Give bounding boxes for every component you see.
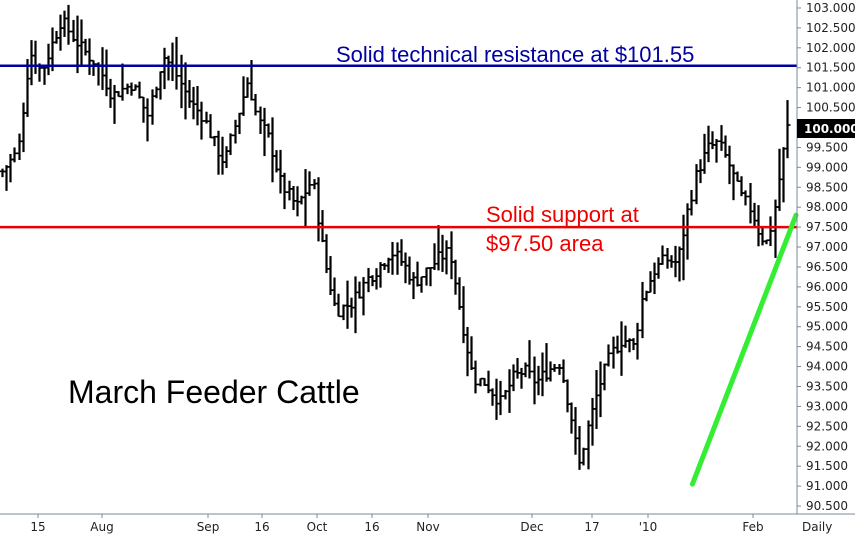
x-tick-label: Feb [742, 520, 763, 534]
y-tick-label: 97.500 [806, 220, 848, 234]
y-tick-label: 103.000 [806, 1, 855, 15]
x-tick-label: Sep [197, 520, 220, 534]
y-axis: 90.500 91.000 91.500 92.000 92.500 93.000 93.5… [797, 1, 855, 513]
x-tick-label: Nov [416, 520, 439, 534]
y-tick-label: 102.500 [806, 21, 855, 35]
y-tick-label: 93.000 [806, 399, 848, 413]
support-annotation-line1: Solid support at [486, 202, 639, 227]
y-tick-label: 92.500 [806, 419, 848, 433]
y-tick-label: 101.500 [806, 61, 855, 75]
x-tick-label: 15 [30, 520, 45, 534]
y-tick-label: 90.500 [806, 499, 848, 513]
y-tick-label: 91.500 [806, 459, 848, 473]
y-tick-label: 97.000 [806, 240, 848, 254]
y-tick-label: 99.500 [806, 140, 848, 154]
y-tick-label: 92.000 [806, 439, 848, 453]
y-tick-label: 98.500 [806, 180, 848, 194]
y-tick-label: 98.000 [806, 200, 848, 214]
y-tick-label: 99.000 [806, 160, 848, 174]
x-tick-label: '10 [639, 520, 658, 534]
x-tick-label: Dec [520, 520, 543, 534]
x-axis: 15 Aug Sep 16 Oct 16 Nov Dec 17 '10 Feb [30, 514, 764, 534]
x-tick-label: Aug [90, 520, 113, 534]
last-price-label: 100.000 [804, 122, 855, 136]
y-tick-label: 102.000 [806, 41, 855, 55]
ohlc-bar [784, 100, 791, 159]
y-tick-label: 95.000 [806, 320, 848, 334]
y-tick-label: 91.000 [806, 479, 848, 493]
x-tick-label: 16 [364, 520, 379, 534]
y-tick-label: 96.500 [806, 260, 848, 274]
y-tick-label: 100.500 [806, 101, 855, 115]
resistance-annotation: Solid technical resistance at $101.55 [336, 42, 694, 67]
y-tick-label: 101.000 [806, 81, 855, 95]
y-tick-label: 94.000 [806, 360, 848, 374]
x-tick-label: 17 [584, 520, 599, 534]
y-tick-label: 94.500 [806, 340, 848, 354]
uptrend-line [689, 212, 799, 487]
last-price-marker [797, 119, 855, 138]
y-tick-label: 96.000 [806, 280, 848, 294]
price-bars [0, 4, 791, 470]
y-tick-label: 95.500 [806, 300, 848, 314]
x-tick-label: Oct [307, 520, 328, 534]
chart-title: March Feeder Cattle [68, 374, 360, 410]
support-annotation-line2: $97.50 area [486, 231, 604, 256]
frequency-label: Daily [802, 520, 832, 534]
x-tick-label: 16 [254, 520, 269, 534]
y-tick-label: 93.500 [806, 379, 848, 393]
